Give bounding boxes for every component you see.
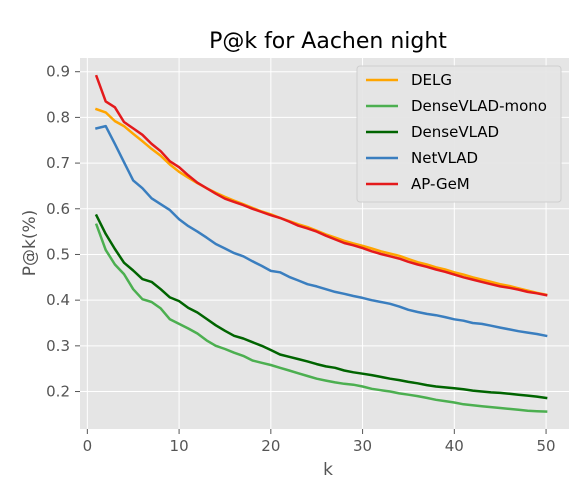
y-tick-label: 0.7 [46, 154, 70, 172]
legend-label: DenseVLAD-mono [411, 97, 547, 115]
y-tick-label: 0.4 [46, 291, 70, 309]
series-line-densevlad [94, 213, 548, 400]
legend-label: DenseVLAD [411, 123, 499, 141]
series-line-ap-gem [94, 74, 548, 297]
legend: DELG DenseVLAD-mono DenseVLAD NetVLAD AP-GeM [356, 65, 562, 203]
legend-label: AP-GeM [411, 175, 470, 193]
x-tick-label: 40 [445, 437, 464, 455]
x-tick-label: 30 [353, 437, 372, 455]
x-tick-label: 50 [537, 437, 556, 455]
chart-title: P@k for Aachen night [209, 29, 447, 54]
y-axis-label: P@k(%) [20, 210, 40, 277]
legend-label: NetVLAD [411, 149, 478, 167]
y-tick-label: 0.3 [46, 337, 70, 355]
series-line-netvlad [94, 124, 548, 338]
x-tick-label: 10 [170, 437, 189, 455]
y-tick-label: 0.9 [46, 63, 70, 81]
x-tick-label: 0 [83, 437, 93, 455]
series-line-densevlad-mono [94, 223, 548, 413]
legend-box [356, 65, 562, 203]
y-tick-label: 0.2 [46, 383, 70, 401]
x-tick-label: 20 [261, 437, 280, 455]
y-tick-label: 0.5 [46, 245, 70, 263]
y-tick-label: 0.6 [46, 200, 70, 218]
grid [80, 58, 569, 429]
series-lines [94, 74, 548, 413]
legend-label: DELG [411, 71, 452, 89]
y-axis-ticks: 0.2 0.3 0.4 0.5 0.6 0.7 0.8 0.9 [46, 63, 80, 401]
x-axis-ticks: 0 10 20 30 40 50 [83, 429, 556, 455]
y-tick-label: 0.8 [46, 108, 70, 126]
x-axis-label: k [323, 460, 333, 480]
